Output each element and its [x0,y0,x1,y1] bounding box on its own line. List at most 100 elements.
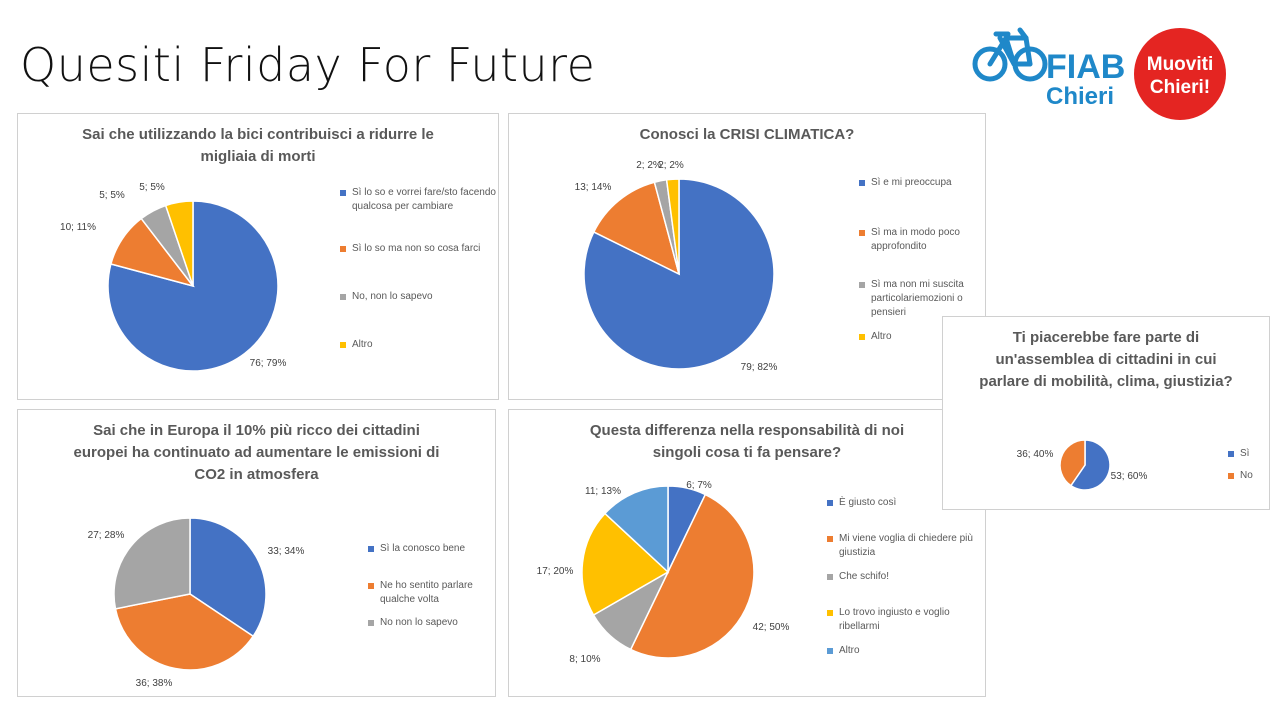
legend-label: Lo trovo ingiusto e voglio ribellarmi [839,607,950,632]
legend-item: Sì la conosco bene [368,542,500,556]
pie-svg: 76; 79% 10; 11% 5; 5% 5; 5% [60,182,286,372]
data-label: 5; 5% [99,190,125,201]
legend-item: Sì lo so ma non so cosa farci [340,242,502,256]
legend-item: È giusto così [827,496,989,510]
fiab-bike-logo-icon: FIAB Chieri Muoviti Chieri! [972,27,1226,120]
pie-svg: 79; 82% 13; 14% 2; 2%2; 2% [575,160,778,373]
legend-label: No non lo sapevo [380,617,458,628]
legend-swatch [827,500,833,506]
data-label: 13; 14% [575,182,612,193]
fiab-logo: FIAB Chieri Muoviti Chieri! [968,26,1238,126]
legend-swatch [859,180,865,186]
legend-item: Sì ma in modo poco approfondito [859,226,991,254]
data-label: 2; 2% [636,160,662,171]
data-label: 17; 20% [537,566,574,577]
chart-title: Ti piacerebbe fare parte di un'assemblea… [979,329,1233,390]
data-label: 33; 34% [268,546,305,557]
chart-responsabilita: Questa differenza nella responsabilità d… [508,409,986,697]
legend-item: Lo trovo ingiusto e voglio ribellarmi [827,606,989,634]
chart-title: Sai che utilizzando la bici contribuisci… [82,126,434,165]
pie-slice [164,200,194,287]
legend-item: No [1228,469,1280,483]
pie-svg: 33; 34% 36; 38% 27; 28% [88,517,305,689]
legend-swatch [827,648,833,654]
logo-text-fiab: FIAB [1046,48,1125,86]
legend-swatch [1228,451,1234,457]
legend-item: Sì e mi preoccupa [859,176,991,190]
muoviti-badge [1134,28,1226,120]
data-label: 2; 2% [658,160,684,171]
chart-title: Conosci la CRISI CLIMATICA? [639,126,855,143]
data-label: 27; 28% [88,530,125,541]
legend-swatch [859,282,865,288]
legend-label: Che schifo! [839,571,890,582]
legend-label: Sì la conosco bene [380,543,466,554]
chart-assemblea: Ti piacerebbe fare parte di un'assemblea… [942,316,1270,510]
badge-text-muoviti: Muoviti [1147,54,1214,75]
chart-bici: Sai che utilizzando la bici contribuisci… [17,113,499,400]
data-label: 5; 5% [139,182,165,193]
data-label: 8; 10% [569,654,600,665]
pie-slice [114,593,255,671]
legend-item: Che schifo! [827,570,989,584]
pie-slice [1059,439,1086,487]
legend-label: È giusto così [839,497,897,508]
pie-slice [1069,439,1111,491]
legend-item: Sì [1228,447,1280,461]
legend-swatch [827,574,833,580]
chart-title: Sai che in Europa il 10% più ricco dei c… [73,422,440,483]
legend-label: Sì ma in modo poco approfondito [871,227,960,252]
page-title: Quesiti Friday For Future [20,38,596,92]
legend-item: Sì ma non mi suscita particolariemozioni… [859,278,991,320]
data-label: 10; 11% [60,222,96,233]
legend-label: Sì [1240,448,1250,459]
legend-swatch [368,583,374,589]
legend-item: No, non lo sapevo [340,290,502,304]
legend-item: Altro [859,330,991,344]
legend-swatch [340,246,346,252]
legend-label: No, non lo sapevo [352,291,433,302]
data-label: 79; 82% [741,362,778,373]
pie-slice [107,200,279,372]
legend-label: Sì lo so ma non so cosa farci [352,243,481,254]
legend-label: Altro [839,645,860,656]
legend-label: Sì lo so e vorrei fare/sto facendo qualc… [352,187,496,212]
legend-swatch [340,190,346,196]
pie-slice [629,493,755,659]
pie-slice [665,178,680,275]
data-label: 53; 60% [1111,471,1148,482]
pie-slice [592,181,681,276]
logo-text-chieri: Chieri [1046,83,1114,110]
legend-label: Mi viene voglia di chiedere più giustizi… [839,533,973,558]
legend-label: Sì ma non mi suscita particolariemozioni… [871,279,964,318]
legend-swatch [340,342,346,348]
legend-item: Altro [827,644,989,658]
legend-swatch [368,620,374,626]
legend-swatch [1228,473,1234,479]
data-label: 42; 50% [753,622,790,633]
chart-title: Questa differenza nella responsabilità d… [589,422,905,461]
data-label: 36; 38% [136,678,173,689]
data-label: 11; 13% [585,486,621,497]
pie-svg: 53; 60% 36; 40% [1017,439,1148,491]
legend-swatch [368,546,374,552]
legend-label: Sì e mi preoccupa [871,177,952,188]
data-label: 36; 40% [1017,449,1054,460]
legend-item: Sì lo so e vorrei fare/sto facendo qualc… [340,186,502,214]
legend-swatch [859,230,865,236]
pie-slice [603,485,669,574]
data-label: 6; 7% [686,480,712,491]
legend-item: No non lo sapevo [368,616,500,630]
legend-swatch [827,610,833,616]
badge-text-chieri: Chieri! [1150,77,1210,98]
legend-swatch [340,294,346,300]
pie-slice [581,512,670,617]
legend-label: Ne ho sentito parlare qualche volta [380,580,473,605]
legend-label: Altro [352,339,373,350]
legend-swatch [859,334,865,340]
legend-swatch [827,536,833,542]
pie-svg: 6; 7% 42; 50% 8; 10% 17; 20% 11; 13% [537,480,790,665]
chart-europa-emissioni: Sai che in Europa il 10% più ricco dei c… [17,409,496,697]
legend-item: Altro [340,338,502,352]
pie-slice [113,517,191,610]
